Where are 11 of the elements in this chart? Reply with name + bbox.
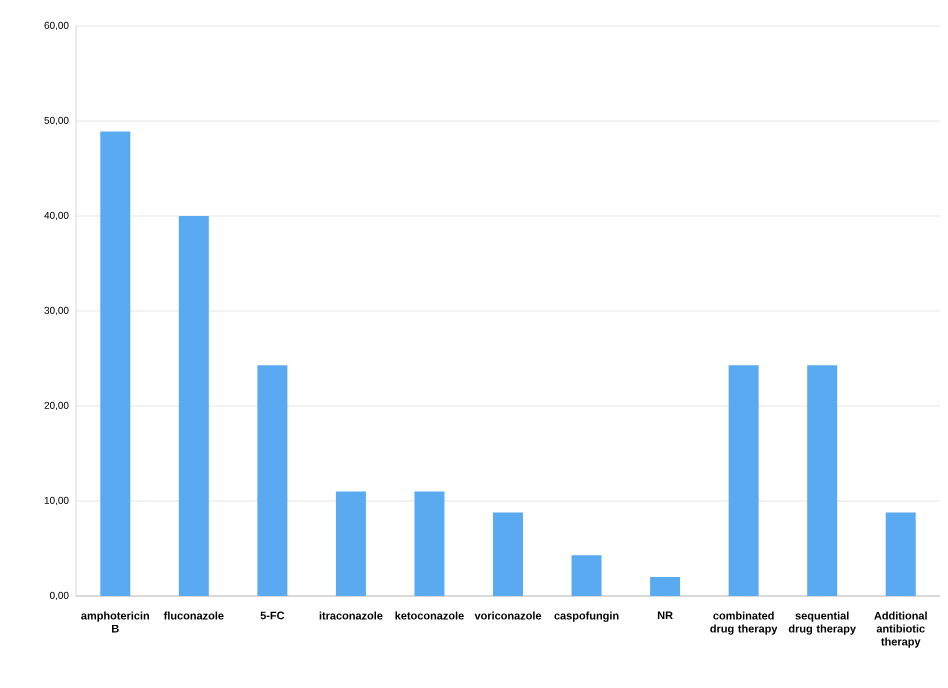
bar [571,555,602,596]
bar [335,491,366,596]
bar [650,577,681,596]
bar [807,365,838,596]
bar [493,512,524,596]
bar [100,131,131,596]
bar [885,512,916,596]
bar [178,216,209,596]
bar [257,365,288,596]
bar [728,365,759,596]
bar [414,491,445,596]
